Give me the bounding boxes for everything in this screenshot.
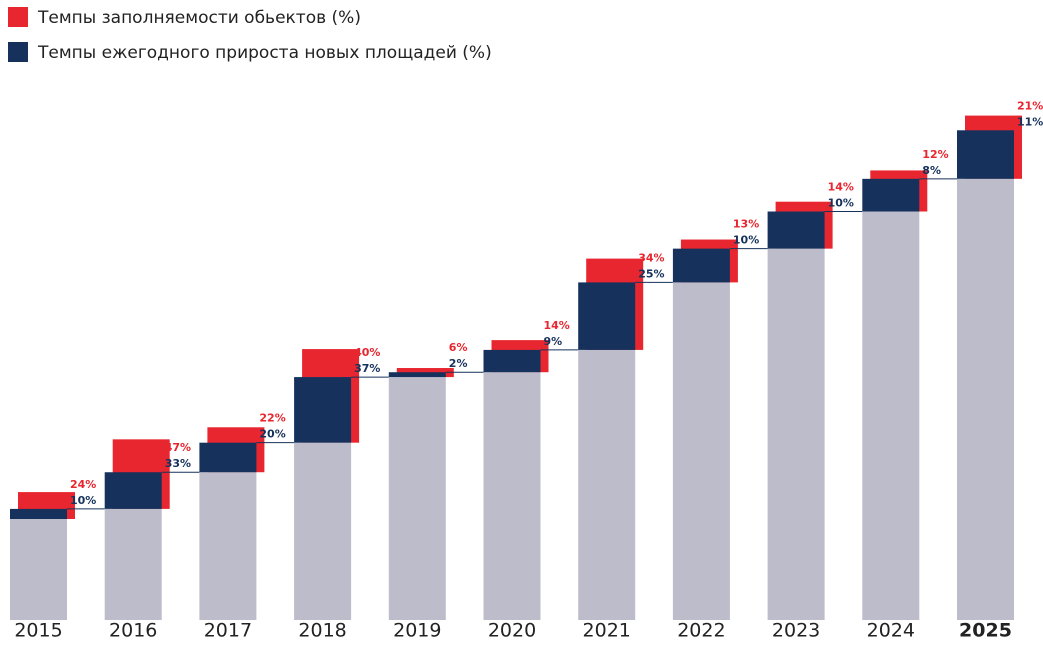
value-label: 24% [70, 478, 96, 491]
navy-segment [957, 130, 1014, 179]
value-label: 2% [449, 357, 468, 370]
base-bar [578, 349, 636, 620]
x-tick-label: 2024 [867, 620, 915, 642]
legend-swatch [8, 42, 28, 62]
value-label: 10% [70, 494, 96, 507]
base-bar [767, 248, 825, 621]
navy-segment [767, 211, 825, 249]
value-label: 10% [733, 234, 759, 247]
x-tick-label: 2015 [14, 620, 62, 642]
legend-swatch [8, 7, 28, 27]
value-label: 22% [259, 412, 285, 425]
value-label: 10% [828, 197, 854, 210]
x-tick-label: 2025 [959, 620, 1012, 642]
x-tick-label: 2019 [393, 620, 441, 642]
value-label: 20% [259, 428, 285, 441]
navy-segment [862, 178, 920, 212]
navy-segment [578, 282, 636, 350]
navy-segment [104, 472, 162, 509]
navy-segment [672, 248, 730, 283]
navy-segment [388, 372, 446, 378]
base-bar [862, 211, 920, 620]
x-tick-label: 2017 [204, 620, 252, 642]
navy-segment [199, 442, 257, 473]
x-tick-label: 2020 [488, 620, 536, 642]
base-bar [199, 472, 257, 620]
value-label: 9% [544, 335, 563, 348]
value-label: 8% [922, 164, 941, 177]
base-bar [104, 508, 162, 620]
x-tick-label: 2018 [298, 620, 346, 642]
navy-segment [483, 349, 541, 373]
value-label: 14% [544, 319, 570, 332]
navy-segment [294, 377, 352, 443]
value-label: 34% [638, 251, 664, 264]
x-tick-label: 2022 [677, 620, 725, 642]
x-tick-label: 2021 [583, 620, 631, 642]
x-tick-label: 2016 [109, 620, 157, 642]
base-bar [294, 442, 352, 620]
base-bar [388, 377, 446, 620]
legend-label: Темпы ежегодного прироста новых площадей… [37, 43, 492, 63]
base-bar [957, 178, 1014, 620]
value-label: 13% [733, 218, 759, 231]
x-tick-label: 2023 [772, 620, 820, 642]
value-label: 14% [828, 181, 854, 194]
base-bar [10, 519, 67, 620]
value-label: 33% [165, 457, 191, 470]
value-label: 11% [1017, 115, 1043, 128]
value-label: 25% [638, 267, 664, 280]
value-label: 37% [354, 362, 380, 375]
navy-segment [10, 508, 67, 519]
value-label: 47% [165, 441, 191, 454]
base-bar [483, 372, 541, 620]
value-label: 6% [449, 341, 468, 354]
value-label: 21% [1017, 99, 1043, 112]
legend-label: Темпы заполняемости обьектов (%) [37, 8, 361, 28]
value-label: 12% [922, 148, 948, 161]
base-bar [672, 282, 730, 620]
value-label: 40% [354, 346, 380, 359]
